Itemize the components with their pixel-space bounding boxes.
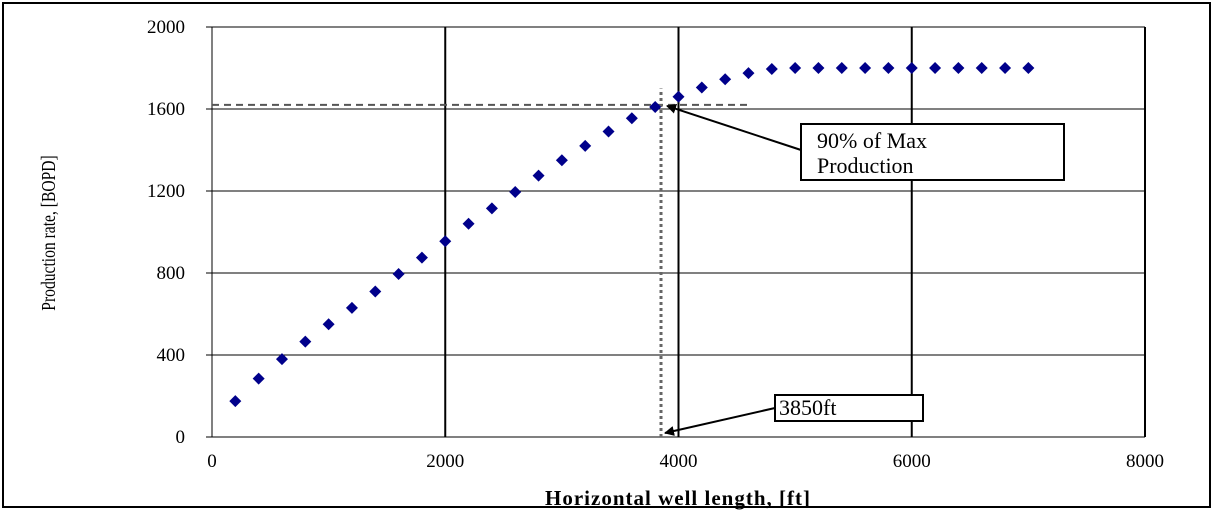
annotation-text-length: 3850ft [779,395,836,420]
x-tick-label: 4000 [660,451,698,472]
annotation-text-max-production: Production [817,153,914,178]
data-point [999,62,1012,74]
chart-frame [2,2,1211,508]
y-tick-label: 800 [157,263,186,284]
data-point [672,90,685,103]
grid [211,26,1146,438]
data-point [812,62,825,74]
data-point [602,125,615,138]
data-point [789,62,802,74]
data-point [742,67,755,80]
data-point [509,186,522,199]
data-point [299,335,312,348]
y-tick-label: 400 [157,345,186,366]
x-tick-label: 8000 [1126,451,1164,472]
data-points [229,62,1035,408]
annotation-arrow-max-production [666,103,802,151]
data-point [532,169,545,182]
annotation-text-max-production: 90% of Max [817,128,927,153]
y-tick-label: 1200 [147,181,185,202]
data-point [649,100,662,113]
data-point [695,81,708,94]
data-point [485,202,498,215]
y-tick-label: 1600 [147,99,185,120]
data-point [415,251,428,264]
data-point [905,62,918,74]
reference-lines [212,88,749,437]
x-tick-label: 2000 [426,451,464,472]
data-point [1022,62,1035,74]
data-point [392,268,405,281]
annotation-box-max-production [800,123,1065,181]
data-point [322,318,335,331]
data-point [625,112,638,125]
y-axis-label: Production rate, [BOPD] [37,155,59,310]
data-point [952,62,965,74]
y-tick-label: 0 [176,427,186,448]
data-point [835,62,848,74]
data-point [929,62,942,74]
data-point [859,62,872,74]
data-point [975,62,988,74]
annotation-arrow-length [664,407,776,436]
y-tick-label: 2000 [147,17,185,38]
data-point [882,62,895,74]
data-point [229,395,242,408]
x-tick-label: 0 [207,451,217,472]
data-point [252,372,265,385]
axes: 0 400 800 1200 1600 2000 0 2000 4000 6000 8000 [147,17,1164,472]
data-point [369,285,382,298]
x-axis-label: Horizontal well length, [ft] [545,486,811,510]
data-point [579,139,592,152]
data-point [765,63,778,76]
data-point [439,235,452,248]
data-point [555,154,568,167]
data-point [275,353,288,366]
data-point [345,301,358,314]
data-point [719,73,732,86]
x-tick-label: 6000 [893,451,931,472]
data-point [462,217,475,230]
